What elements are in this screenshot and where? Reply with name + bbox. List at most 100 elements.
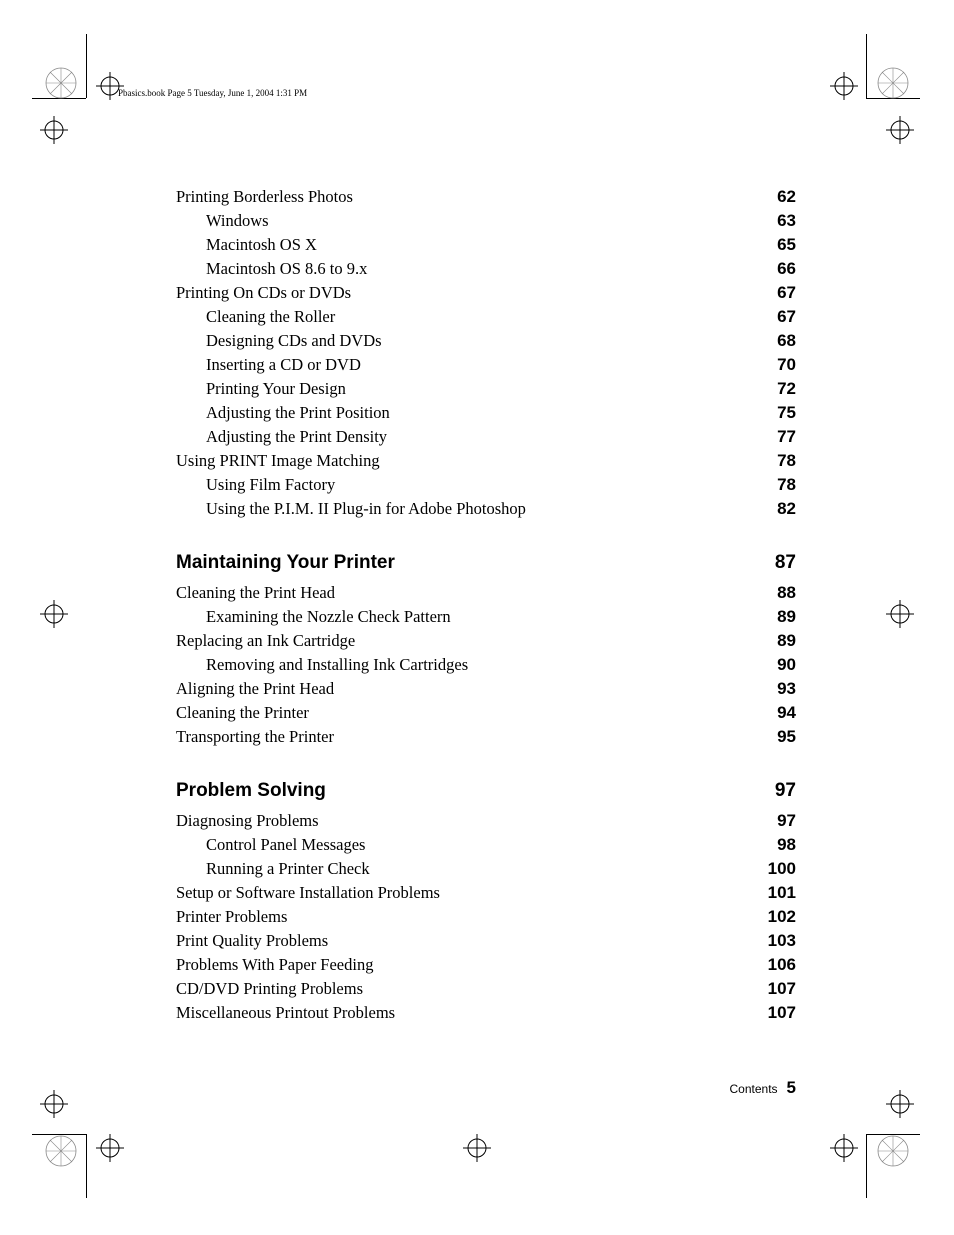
toc-entry: Problems With Paper Feeding 106: [176, 956, 796, 974]
toc-entry-page: 106: [768, 956, 796, 973]
toc-entry: Diagnosing Problems 97: [176, 812, 796, 830]
register-mark-l2: [40, 1090, 68, 1118]
toc-entry-page: 67: [777, 284, 796, 301]
toc-entry-label: Designing CDs and DVDs: [176, 333, 382, 350]
toc-entry-page: 78: [777, 452, 796, 469]
toc-entry-page: 77: [777, 428, 796, 445]
toc-entry-label: Diagnosing Problems: [176, 813, 319, 830]
register-mark-l1: [40, 116, 68, 144]
toc-entry: Cleaning the Roller 67: [176, 308, 796, 326]
toc-entry-label: Macintosh OS 8.6 to 9.x: [176, 261, 367, 278]
toc-entry: Miscellaneous Printout Problems 107: [176, 1004, 796, 1022]
register-mark-bc: [463, 1134, 491, 1162]
toc-entry-label: Control Panel Messages: [176, 837, 365, 854]
toc-entry-label: Cleaning the Printer: [176, 705, 309, 722]
toc-entry-label: Aligning the Print Head: [176, 681, 334, 698]
toc-entry-label: Inserting a CD or DVD: [176, 357, 361, 374]
toc-entry-page: 95: [777, 728, 796, 745]
toc-entry-label: Printing Your Design: [176, 381, 346, 398]
toc-entry-label: Problems With Paper Feeding: [176, 957, 373, 974]
toc-entry-label: Cleaning the Roller: [176, 309, 335, 326]
toc-entry-page: 89: [777, 608, 796, 625]
footer-page-number: 5: [787, 1078, 796, 1097]
toc-entry-label: Running a Printer Check: [176, 861, 370, 878]
toc-entry: Printing Your Design72: [176, 380, 796, 398]
toc-entry-page: 62: [777, 188, 796, 205]
toc-entry-label: Adjusting the Print Density: [176, 429, 387, 446]
toc-entry-page: 89: [777, 632, 796, 649]
toc-entry-page: 98: [777, 836, 796, 853]
toc-entry: Examining the Nozzle Check Pattern 89: [176, 608, 796, 626]
toc-entry-page: 90: [777, 656, 796, 673]
toc-entry-label: Miscellaneous Printout Problems: [176, 1005, 395, 1022]
toc-entry-page: 107: [768, 1004, 796, 1021]
toc-entry: Printing Borderless Photos 62: [176, 188, 796, 206]
toc-entry-page: 107: [768, 980, 796, 997]
toc-entry-page: 65: [777, 236, 796, 253]
collation-mark-tr: [876, 66, 910, 100]
toc-entry-label: Transporting the Printer: [176, 729, 334, 746]
toc-entry: Replacing an Ink Cartridge 89: [176, 632, 796, 650]
toc-entry-page: 97: [777, 812, 796, 829]
page-header-stamp: Pbasics.book Page 5 Tuesday, June 1, 200…: [118, 88, 307, 98]
toc-entry-label: Printer Problems: [176, 909, 287, 926]
register-mark-tr: [830, 72, 858, 100]
toc-entry: Using PRINT Image Matching78: [176, 452, 796, 470]
toc-entry-label: Macintosh OS X: [176, 237, 317, 254]
toc-section-page: 97: [775, 780, 796, 802]
toc-entry-label: Cleaning the Print Head: [176, 585, 335, 602]
toc-section-heading: Maintaining Your Printer 87: [176, 552, 796, 574]
toc-entry-label: Using Film Factory: [176, 477, 335, 494]
toc-entry: Aligning the Print Head 93: [176, 680, 796, 698]
toc-entry-page: 94: [777, 704, 796, 721]
footer-label: Contents: [730, 1082, 778, 1096]
register-mark-lmid: [40, 600, 68, 628]
toc-entry: Adjusting the Print Position 75: [176, 404, 796, 422]
toc-entry: CD/DVD Printing Problems 107: [176, 980, 796, 998]
toc-entry: Printer Problems 102: [176, 908, 796, 926]
register-mark-r1: [886, 116, 914, 144]
toc-entry: Windows 63: [176, 212, 796, 230]
toc-section-label: Maintaining Your Printer: [176, 552, 395, 574]
toc-section-label: Problem Solving: [176, 780, 326, 802]
toc-entry: Cleaning the Printer 94: [176, 704, 796, 722]
toc-entry: Inserting a CD or DVD70: [176, 356, 796, 374]
toc-entry-page: 102: [768, 908, 796, 925]
toc-section-heading: Problem Solving 97: [176, 780, 796, 802]
toc-entry-page: 66: [777, 260, 796, 277]
toc-entry-label: Windows: [176, 213, 269, 230]
toc-entry-page: 78: [777, 476, 796, 493]
toc-entry-label: Replacing an Ink Cartridge: [176, 633, 355, 650]
toc-entry: Control Panel Messages 98: [176, 836, 796, 854]
toc-entry-page: 75: [777, 404, 796, 421]
register-mark-rmid: [886, 600, 914, 628]
toc-entry-page: 93: [777, 680, 796, 697]
toc-entry: Designing CDs and DVDs 68: [176, 332, 796, 350]
toc-entry-page: 63: [777, 212, 796, 229]
toc-entry-label: Using the P.I.M. II Plug-in for Adobe Ph…: [176, 501, 526, 518]
toc-entry-label: Removing and Installing Ink Cartridges: [176, 657, 468, 674]
toc-entry-page: 103: [768, 932, 796, 949]
toc-entry: Running a Printer Check100: [176, 860, 796, 878]
toc-entry-label: Adjusting the Print Position: [176, 405, 390, 422]
toc-entry-label: Printing On CDs or DVDs: [176, 285, 351, 302]
toc-entry: Using the P.I.M. II Plug-in for Adobe Ph…: [176, 500, 796, 518]
table-of-contents: Printing Borderless Photos 62 Windows 63 Mac…: [176, 188, 796, 1028]
toc-entry: Setup or Software Installation Problems1…: [176, 884, 796, 902]
toc-entry-page: 68: [777, 332, 796, 349]
collation-mark-br: [876, 1134, 910, 1168]
toc-entry: Adjusting the Print Density 77: [176, 428, 796, 446]
toc-entry-label: CD/DVD Printing Problems: [176, 981, 363, 998]
toc-section-page: 87: [775, 552, 796, 574]
toc-entry-page: 101: [768, 884, 796, 901]
collation-mark-bl: [44, 1134, 78, 1168]
toc-entry: Using Film Factory 78: [176, 476, 796, 494]
toc-entry: Printing On CDs or DVDs 67: [176, 284, 796, 302]
toc-entry-page: 67: [777, 308, 796, 325]
toc-entry-label: Examining the Nozzle Check Pattern: [176, 609, 451, 626]
register-mark-r2: [886, 1090, 914, 1118]
toc-entry: Macintosh OS X 65: [176, 236, 796, 254]
toc-entry: Cleaning the Print Head88: [176, 584, 796, 602]
toc-entry-label: Printing Borderless Photos: [176, 189, 353, 206]
toc-entry: Transporting the Printer 95: [176, 728, 796, 746]
